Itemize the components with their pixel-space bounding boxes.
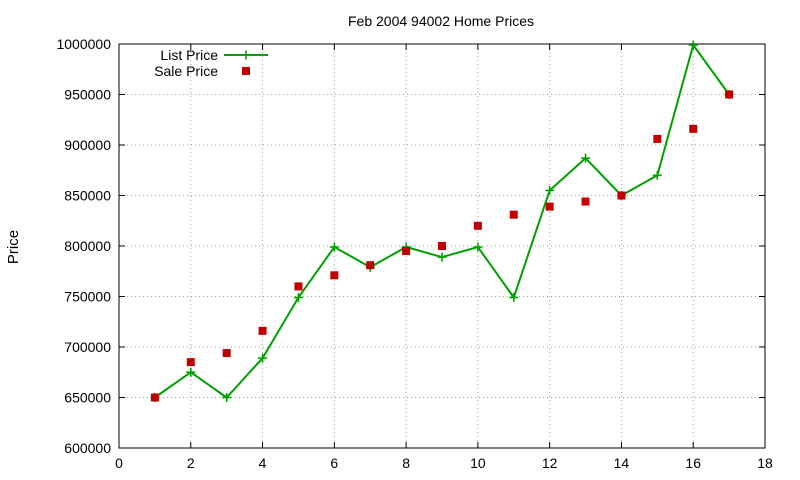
x-axis-ticks: 0 2 4 6 8 10 12 14 16 18 — [115, 44, 773, 471]
list-price-point — [688, 40, 698, 50]
sale-price-point — [258, 326, 267, 335]
list-price-point — [509, 293, 519, 303]
sale-price-point — [509, 210, 518, 219]
sale-price-point — [689, 124, 698, 133]
x-tick-label: 8 — [402, 455, 410, 471]
y-tick-label: 850000 — [64, 188, 111, 204]
sale-price-point — [617, 191, 626, 200]
grid-lines — [119, 44, 765, 448]
sale-price-point — [653, 134, 662, 143]
list-price-point — [293, 293, 303, 303]
y-tick-label: 600000 — [64, 440, 111, 456]
sale-price-point — [581, 197, 590, 206]
legend-square-swatch — [242, 67, 250, 75]
y-tick-label: 700000 — [64, 339, 111, 355]
list-price-point — [186, 367, 196, 377]
legend-plus-swatch — [241, 50, 251, 60]
y-tick-label: 900000 — [64, 137, 111, 153]
list-price-point — [258, 353, 268, 363]
y-tick-label: 1000000 — [56, 36, 111, 52]
sale-price-point — [294, 282, 303, 291]
sale-price-point — [150, 393, 159, 402]
x-tick-label: 16 — [685, 455, 701, 471]
list-price-point — [329, 242, 339, 252]
sale-price-point — [473, 221, 482, 230]
list-price-line — [154, 42, 730, 399]
y-tick-label: 750000 — [64, 289, 111, 305]
x-tick-label: 10 — [470, 455, 486, 471]
list-price-point — [652, 170, 662, 180]
sale-price-point — [366, 261, 375, 270]
y-axis-ticks: 600000 650000 700000 750000 800000 850000 9000… — [56, 36, 765, 456]
list-price-point — [545, 185, 555, 195]
chart-title: Feb 2004 94002 Home Prices — [348, 13, 534, 29]
legend-label: Sale Price — [154, 63, 218, 79]
x-tick-label: 4 — [259, 455, 267, 471]
x-tick-label: 18 — [757, 455, 773, 471]
series-1 — [150, 90, 734, 402]
list-price-point — [473, 242, 483, 252]
y-axis-label: Price — [5, 230, 22, 264]
y-tick-label: 950000 — [64, 87, 111, 103]
x-tick-label: 0 — [115, 455, 123, 471]
x-tick-label: 6 — [330, 455, 338, 471]
sale-price-point — [725, 90, 734, 99]
x-tick-label: 2 — [187, 455, 195, 471]
series-marks — [150, 40, 734, 402]
sale-price-point — [186, 358, 195, 367]
sale-price-point — [222, 349, 231, 358]
legend-label: List Price — [160, 47, 218, 63]
x-tick-label: 14 — [614, 455, 630, 471]
sale-price-point — [545, 202, 554, 211]
list-price-point — [581, 153, 591, 163]
x-tick-label: 12 — [542, 455, 558, 471]
y-tick-label: 650000 — [64, 390, 111, 406]
sale-price-point — [330, 271, 339, 280]
list-price-point — [222, 393, 232, 402]
list-price-point — [437, 252, 447, 262]
y-tick-label: 800000 — [64, 238, 111, 254]
series-0 — [150, 40, 734, 402]
sale-price-point — [438, 242, 446, 250]
sale-price-point — [402, 247, 411, 256]
